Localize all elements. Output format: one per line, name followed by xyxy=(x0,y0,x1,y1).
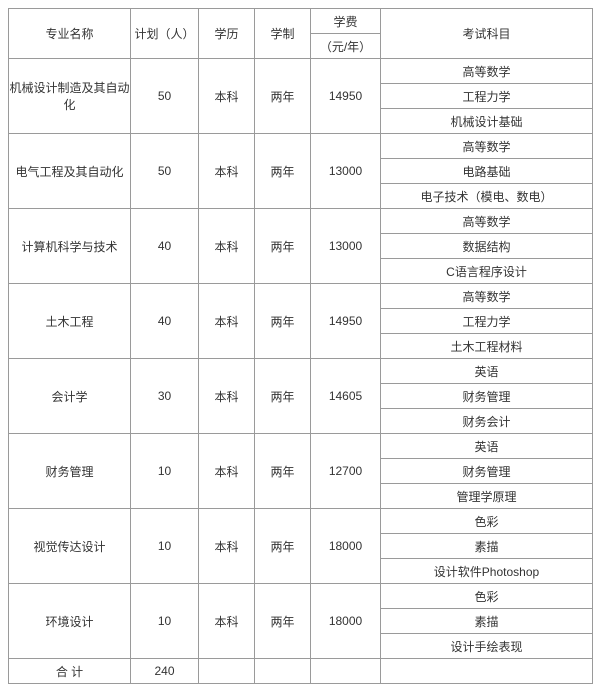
cell-subject: 土木工程材料 xyxy=(381,334,593,359)
cell-subject: 素描 xyxy=(381,534,593,559)
table-row: 会计学30本科两年14605英语 xyxy=(9,359,593,384)
total-empty xyxy=(255,659,311,684)
cell-subject: 设计手绘表现 xyxy=(381,634,593,659)
cell-subject: 英语 xyxy=(381,359,593,384)
cell-subject: 电子技术（模电、数电） xyxy=(381,184,593,209)
total-empty xyxy=(381,659,593,684)
header-plan: 计划（人） xyxy=(131,9,199,59)
cell-plan: 30 xyxy=(131,359,199,434)
cell-fee: 18000 xyxy=(311,584,381,659)
cell-degree: 本科 xyxy=(199,59,255,134)
cell-major: 环境设计 xyxy=(9,584,131,659)
cell-subject: 数据结构 xyxy=(381,234,593,259)
header-fee-bottom: （元/年） xyxy=(311,34,381,59)
header-degree: 学历 xyxy=(199,9,255,59)
cell-major: 机械设计制造及其自动化 xyxy=(9,59,131,134)
cell-fee: 12700 xyxy=(311,434,381,509)
cell-subject: 机械设计基础 xyxy=(381,109,593,134)
table-row: 机械设计制造及其自动化50本科两年14950高等数学 xyxy=(9,59,593,84)
cell-fee: 18000 xyxy=(311,509,381,584)
cell-subject: 素描 xyxy=(381,609,593,634)
table-row: 土木工程40本科两年14950高等数学 xyxy=(9,284,593,309)
cell-subject: 设计软件Photoshop xyxy=(381,559,593,584)
cell-duration: 两年 xyxy=(255,59,311,134)
cell-subject: 电路基础 xyxy=(381,159,593,184)
cell-fee: 14605 xyxy=(311,359,381,434)
cell-plan: 10 xyxy=(131,509,199,584)
total-plan: 240 xyxy=(131,659,199,684)
header-major: 专业名称 xyxy=(9,9,131,59)
program-table: 专业名称计划（人）学历学制学费考试科目（元/年）机械设计制造及其自动化50本科两… xyxy=(8,8,593,684)
total-label: 合 计 xyxy=(9,659,131,684)
cell-major: 视觉传达设计 xyxy=(9,509,131,584)
cell-plan: 10 xyxy=(131,434,199,509)
cell-duration: 两年 xyxy=(255,359,311,434)
cell-major: 电气工程及其自动化 xyxy=(9,134,131,209)
table-row: 合 计240 xyxy=(9,659,593,684)
cell-degree: 本科 xyxy=(199,584,255,659)
table-row: 财务管理10本科两年12700英语 xyxy=(9,434,593,459)
cell-fee: 13000 xyxy=(311,134,381,209)
cell-duration: 两年 xyxy=(255,134,311,209)
cell-subject: 英语 xyxy=(381,434,593,459)
cell-plan: 50 xyxy=(131,59,199,134)
cell-subject: C语言程序设计 xyxy=(381,259,593,284)
cell-subject: 财务管理 xyxy=(381,384,593,409)
cell-degree: 本科 xyxy=(199,434,255,509)
total-empty xyxy=(199,659,255,684)
cell-subject: 财务管理 xyxy=(381,459,593,484)
table-row: 专业名称计划（人）学历学制学费考试科目 xyxy=(9,9,593,34)
table-row: 环境设计10本科两年18000色彩 xyxy=(9,584,593,609)
cell-duration: 两年 xyxy=(255,434,311,509)
cell-degree: 本科 xyxy=(199,509,255,584)
cell-major: 会计学 xyxy=(9,359,131,434)
total-empty xyxy=(311,659,381,684)
cell-plan: 40 xyxy=(131,284,199,359)
cell-major: 财务管理 xyxy=(9,434,131,509)
cell-major: 计算机科学与技术 xyxy=(9,209,131,284)
cell-degree: 本科 xyxy=(199,359,255,434)
cell-duration: 两年 xyxy=(255,584,311,659)
cell-plan: 50 xyxy=(131,134,199,209)
table-row: 视觉传达设计10本科两年18000色彩 xyxy=(9,509,593,534)
cell-subject: 工程力学 xyxy=(381,309,593,334)
cell-subject: 管理学原理 xyxy=(381,484,593,509)
cell-plan: 10 xyxy=(131,584,199,659)
cell-subject: 财务会计 xyxy=(381,409,593,434)
cell-subject: 工程力学 xyxy=(381,84,593,109)
cell-degree: 本科 xyxy=(199,284,255,359)
cell-subject: 高等数学 xyxy=(381,59,593,84)
cell-major: 土木工程 xyxy=(9,284,131,359)
header-fee-top: 学费 xyxy=(311,9,381,34)
cell-subject: 高等数学 xyxy=(381,209,593,234)
cell-subject: 高等数学 xyxy=(381,284,593,309)
cell-degree: 本科 xyxy=(199,134,255,209)
cell-subject: 色彩 xyxy=(381,509,593,534)
cell-duration: 两年 xyxy=(255,209,311,284)
cell-plan: 40 xyxy=(131,209,199,284)
cell-subject: 高等数学 xyxy=(381,134,593,159)
cell-degree: 本科 xyxy=(199,209,255,284)
cell-fee: 14950 xyxy=(311,59,381,134)
header-subjects: 考试科目 xyxy=(381,9,593,59)
cell-duration: 两年 xyxy=(255,509,311,584)
cell-duration: 两年 xyxy=(255,284,311,359)
table-row: 计算机科学与技术40本科两年13000高等数学 xyxy=(9,209,593,234)
cell-fee: 14950 xyxy=(311,284,381,359)
table-row: 电气工程及其自动化50本科两年13000高等数学 xyxy=(9,134,593,159)
header-duration: 学制 xyxy=(255,9,311,59)
cell-subject: 色彩 xyxy=(381,584,593,609)
cell-fee: 13000 xyxy=(311,209,381,284)
